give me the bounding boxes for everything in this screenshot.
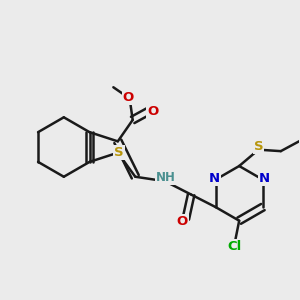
Text: Cl: Cl bbox=[228, 240, 242, 253]
Text: S: S bbox=[115, 146, 124, 159]
Text: N: N bbox=[259, 172, 270, 185]
Text: O: O bbox=[147, 104, 158, 118]
Text: N: N bbox=[208, 172, 220, 185]
Text: S: S bbox=[254, 140, 263, 153]
Text: NH: NH bbox=[156, 171, 176, 184]
Text: O: O bbox=[177, 215, 188, 228]
Text: O: O bbox=[123, 91, 134, 103]
